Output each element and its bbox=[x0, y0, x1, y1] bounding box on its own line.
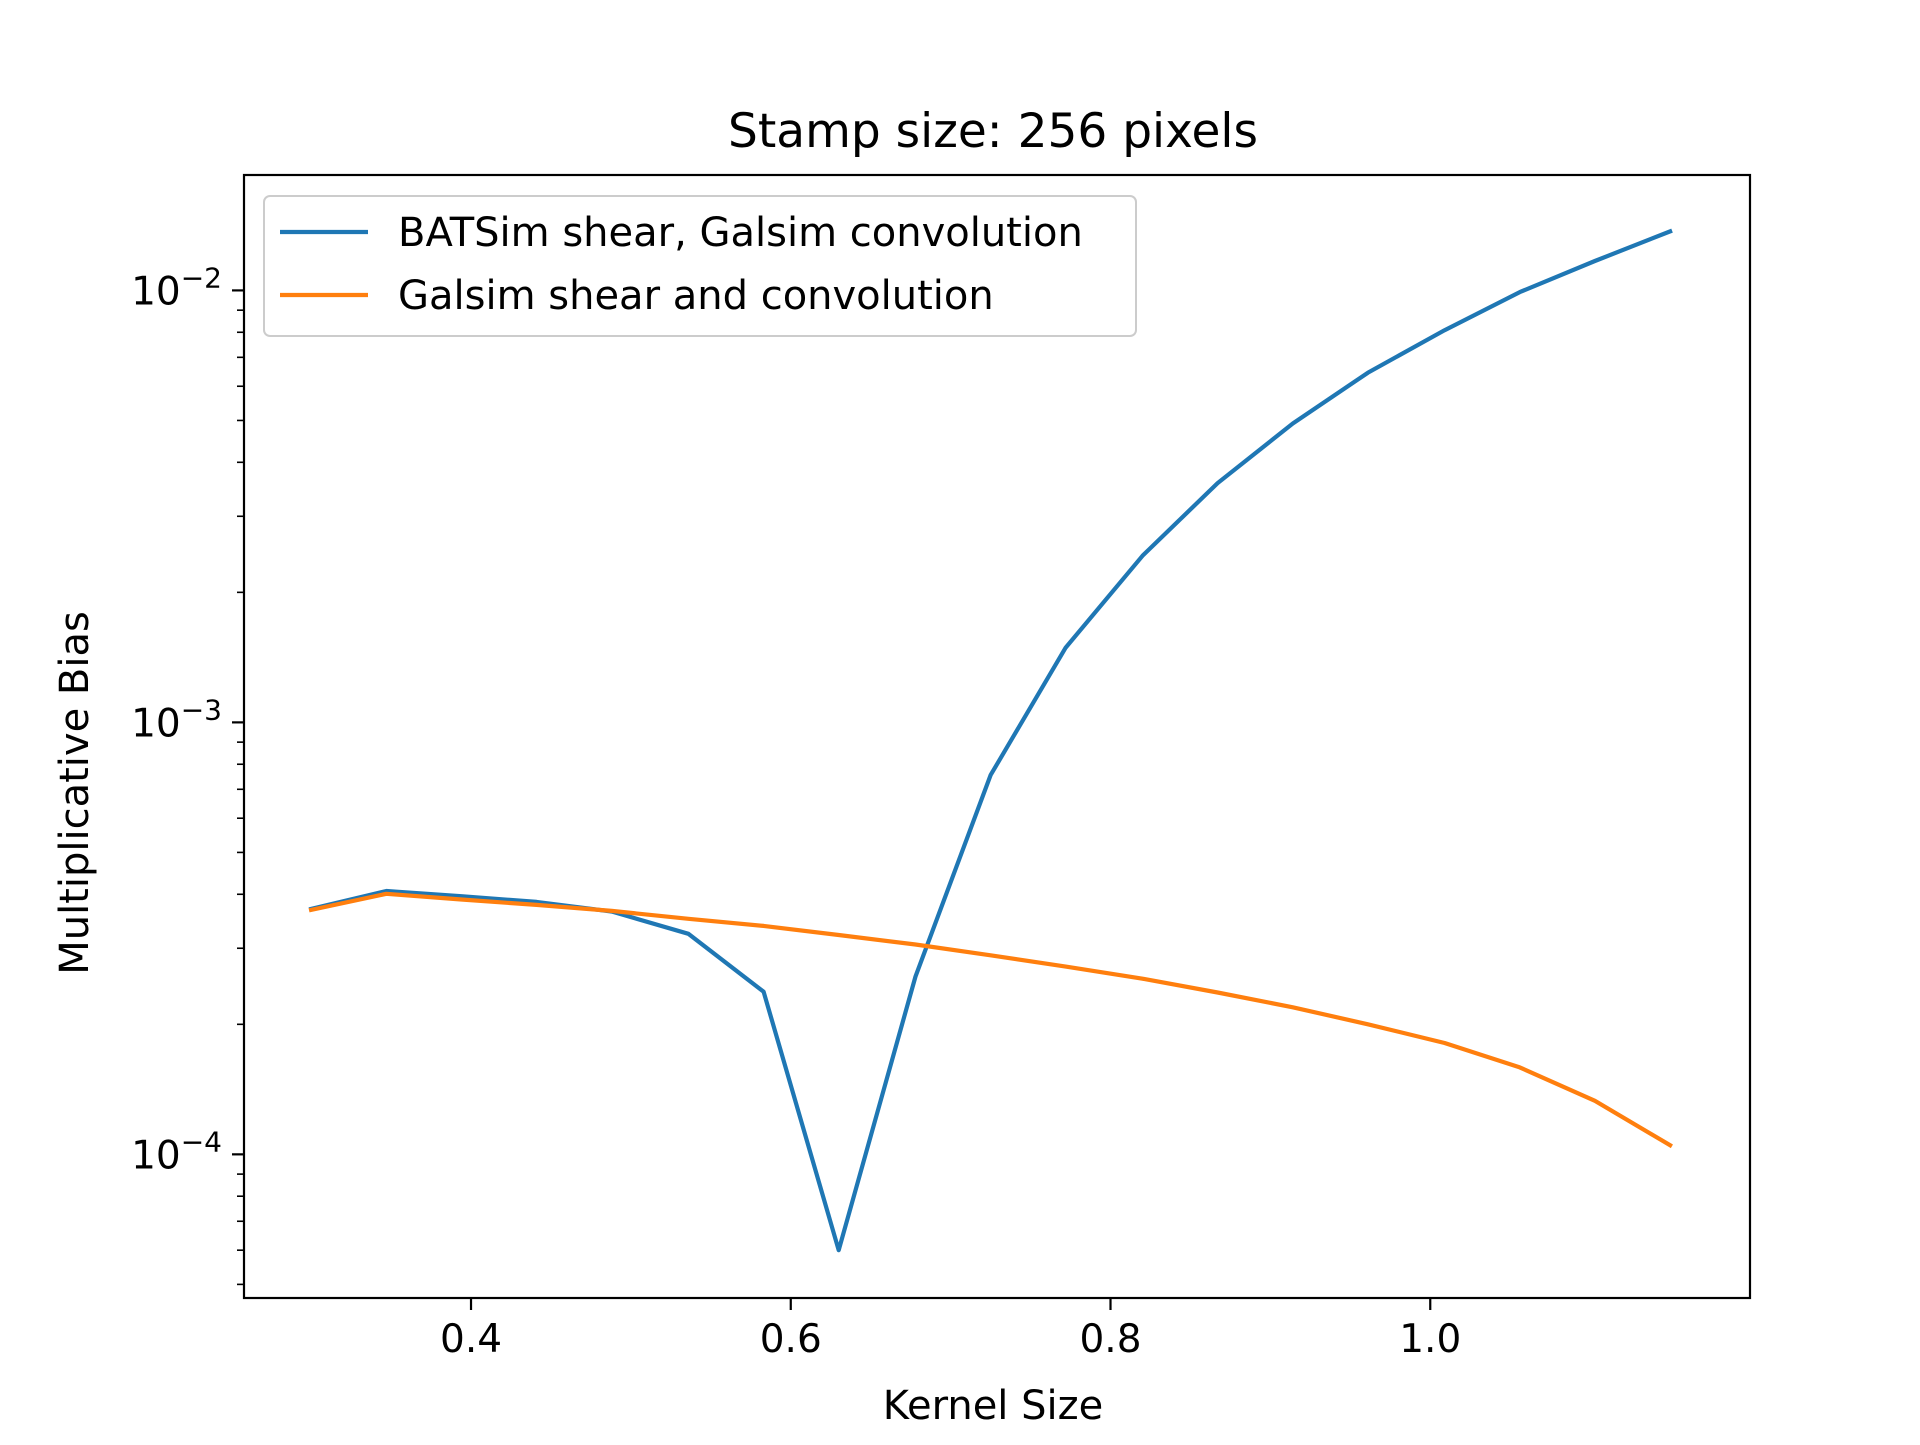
x-tick-label: 0.4 bbox=[440, 1317, 502, 1362]
series-line-0 bbox=[308, 228, 1673, 1253]
legend-label-0: BATSim shear, Galsim convolution bbox=[398, 210, 1083, 256]
chart-title: Stamp size: 256 pixels bbox=[728, 104, 1258, 159]
y-tick-label: 10−2 bbox=[131, 261, 222, 314]
legend-frame bbox=[263, 195, 1137, 337]
legend-label-1: Galsim shear and convolution bbox=[398, 273, 994, 319]
y-tick-label: 10−4 bbox=[131, 1125, 222, 1178]
x-tick-label: 0.6 bbox=[760, 1317, 822, 1362]
y-tick-label: 10−3 bbox=[131, 693, 222, 746]
x-tick-label: 0.8 bbox=[1079, 1317, 1141, 1362]
legend: BATSim shear, Galsim convolution Galsim s… bbox=[263, 195, 1137, 337]
axes: 0.4 0.6 0.8 1.0 10−4 10−3 10−2 bbox=[131, 173, 1752, 1362]
plot-area bbox=[308, 228, 1673, 1253]
series-line-1 bbox=[308, 891, 1673, 1149]
x-axis-label: Kernel Size bbox=[883, 1383, 1104, 1429]
axes-frame bbox=[242, 173, 1752, 1300]
x-tick-label: 1.0 bbox=[1399, 1317, 1461, 1362]
y-axis-label: Multiplicative Bias bbox=[52, 611, 98, 975]
